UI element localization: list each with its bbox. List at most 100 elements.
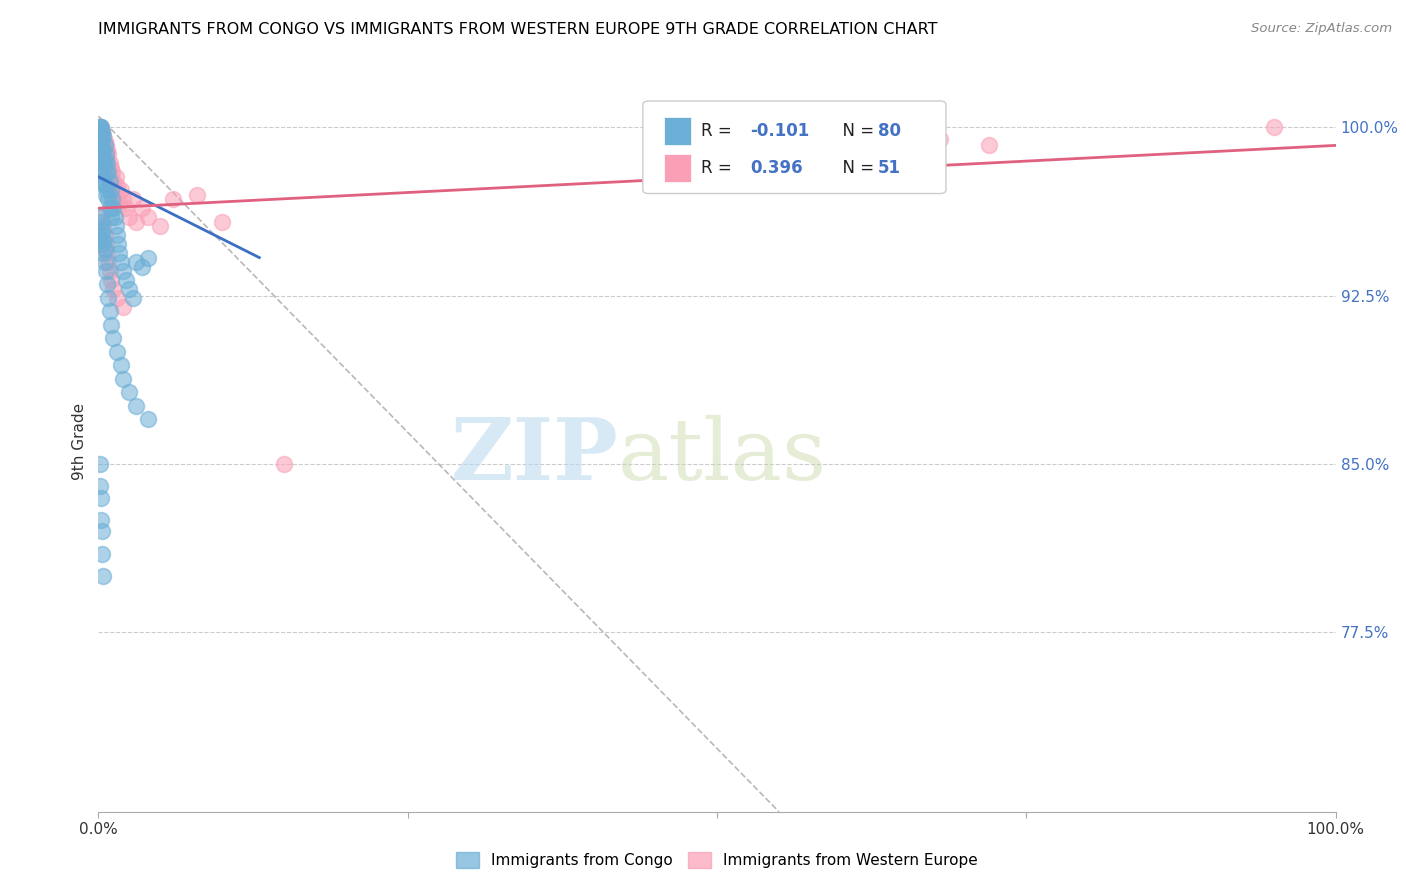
Point xyxy=(91,147,114,161)
Point xyxy=(100,273,122,287)
Point xyxy=(93,129,115,144)
Bar xyxy=(664,117,692,145)
Point xyxy=(136,251,159,265)
Point xyxy=(93,129,115,144)
Point xyxy=(101,192,124,206)
Point xyxy=(112,264,135,278)
Point xyxy=(103,201,125,215)
Point xyxy=(94,147,117,161)
Point xyxy=(89,120,111,135)
Text: atlas: atlas xyxy=(619,415,827,498)
Point xyxy=(96,161,118,175)
Point xyxy=(979,138,1001,153)
Point xyxy=(96,156,118,170)
Point xyxy=(94,152,117,166)
Point xyxy=(93,156,115,170)
Point xyxy=(114,201,136,215)
Point xyxy=(110,358,132,372)
Text: N =: N = xyxy=(832,159,880,177)
Text: R =: R = xyxy=(702,121,737,139)
Point xyxy=(90,120,112,135)
Point xyxy=(91,210,114,224)
Point xyxy=(89,457,111,471)
Point xyxy=(103,282,125,296)
Point xyxy=(90,491,112,505)
Point xyxy=(101,165,124,179)
Y-axis label: 9th Grade: 9th Grade xyxy=(72,403,87,480)
Point xyxy=(89,120,111,135)
Point xyxy=(108,196,131,211)
Point xyxy=(91,125,114,139)
Point xyxy=(100,178,122,193)
Text: -0.101: -0.101 xyxy=(751,121,810,139)
Point xyxy=(110,255,132,269)
Point xyxy=(96,246,118,260)
Point xyxy=(96,277,118,292)
Point xyxy=(136,210,159,224)
Point xyxy=(103,174,125,188)
Point xyxy=(93,138,115,153)
Point xyxy=(124,255,146,269)
Point xyxy=(112,372,135,386)
Text: 80: 80 xyxy=(877,121,901,139)
Point xyxy=(112,300,135,314)
Point xyxy=(93,246,115,260)
Point xyxy=(105,192,128,206)
Point xyxy=(830,129,852,144)
Point xyxy=(162,192,184,206)
Point xyxy=(136,412,159,426)
Point xyxy=(93,569,115,583)
Point xyxy=(93,177,115,191)
Point xyxy=(91,174,114,188)
Point xyxy=(89,221,111,235)
Point xyxy=(93,219,115,234)
Point xyxy=(93,228,115,243)
Point xyxy=(91,161,114,175)
Point xyxy=(91,125,114,139)
Point xyxy=(96,183,118,197)
Point xyxy=(100,183,122,197)
Point xyxy=(90,165,112,179)
Point xyxy=(98,264,121,278)
Point xyxy=(108,246,131,260)
Point xyxy=(118,210,141,224)
Point xyxy=(928,131,950,145)
Legend: Immigrants from Congo, Immigrants from Western Europe: Immigrants from Congo, Immigrants from W… xyxy=(450,847,984,874)
Point xyxy=(186,187,208,202)
Point xyxy=(149,219,172,234)
Point xyxy=(89,134,111,148)
Point xyxy=(90,215,112,229)
Point xyxy=(1263,120,1285,135)
Point xyxy=(131,201,153,215)
Point xyxy=(97,255,120,269)
Point xyxy=(100,318,122,332)
Point xyxy=(94,138,117,153)
Point xyxy=(89,129,111,144)
Point xyxy=(107,237,129,252)
Text: 0.396: 0.396 xyxy=(751,159,803,177)
Point xyxy=(91,224,114,238)
Point xyxy=(105,178,128,193)
Point xyxy=(103,183,125,197)
Point xyxy=(97,165,120,179)
Point xyxy=(211,215,233,229)
Point xyxy=(97,147,120,161)
Point xyxy=(91,134,114,148)
Point xyxy=(94,187,117,202)
Point xyxy=(114,273,136,287)
Text: N =: N = xyxy=(832,121,880,139)
Point xyxy=(104,219,127,234)
Point xyxy=(91,524,114,539)
Point xyxy=(112,192,135,206)
Point xyxy=(90,513,112,527)
Point xyxy=(90,125,112,139)
Point xyxy=(89,125,111,139)
Point xyxy=(93,138,115,153)
Point xyxy=(94,264,117,278)
Point xyxy=(93,233,115,247)
Point xyxy=(124,215,146,229)
FancyBboxPatch shape xyxy=(643,101,946,194)
Point xyxy=(98,174,121,188)
Point xyxy=(93,177,115,191)
Text: ZIP: ZIP xyxy=(450,415,619,499)
